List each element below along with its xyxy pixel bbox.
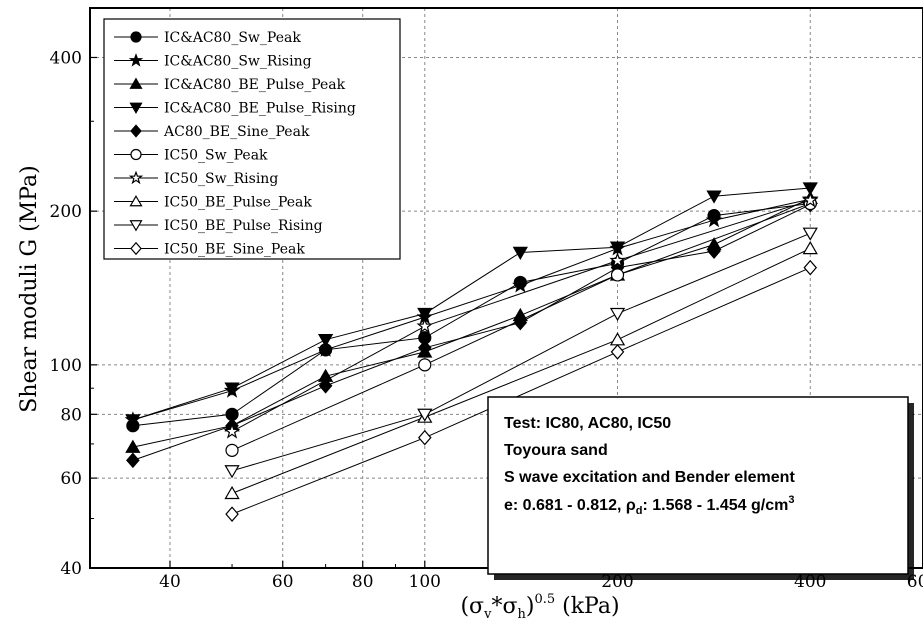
- data-point: [512, 246, 528, 260]
- legend-label: IC&AC80_Sw_Peak: [164, 30, 301, 46]
- series-line: [231, 199, 811, 433]
- legend-entry: IC50_BE_Pulse_Peak: [114, 195, 312, 211]
- x-axis-label: (σv*σh)0.5 (kPa): [460, 592, 619, 622]
- legend-marker: [130, 148, 142, 161]
- data-point: [223, 422, 241, 439]
- series-line: [231, 203, 811, 451]
- data-point: [707, 243, 721, 259]
- y-tick-label: 40: [60, 559, 82, 579]
- data-point: [609, 241, 626, 255]
- legend-label: IC&AC80_Sw_Rising: [164, 54, 312, 70]
- data-point: [802, 241, 818, 255]
- series-line: [132, 198, 811, 421]
- y-tick-label: 400: [50, 48, 82, 68]
- legend-label: IC&AC80_BE_Pulse_Rising: [164, 101, 356, 117]
- series-line: [231, 248, 811, 494]
- series-line: [132, 204, 811, 461]
- series-line: [132, 197, 811, 448]
- data-point: [610, 268, 625, 282]
- data-point: [418, 358, 432, 372]
- legend-label: IC50_BE_Pulse_Rising: [164, 218, 323, 234]
- legend-entry: IC50_BE_Sine_Peak: [114, 242, 305, 258]
- x-tick-label: 40: [159, 572, 181, 592]
- y-tick-label: 200: [50, 202, 82, 222]
- legend-entry: IC50_Sw_Rising: [114, 170, 278, 187]
- legend-marker: [129, 195, 143, 207]
- legend-label: IC&AC80_BE_Pulse_Peak: [164, 77, 346, 93]
- axis-ticks: 406080100200400600406080100200400: [50, 48, 923, 592]
- series-IC50_Sw_Rising: [223, 191, 819, 439]
- data-point: [125, 414, 141, 428]
- data-point: [609, 332, 626, 346]
- annotation-box: Test: IC80, AC80, IC50 Toyoura sand S wa…: [487, 396, 914, 580]
- legend-marker: [128, 170, 144, 185]
- data-point: [317, 341, 334, 357]
- series-line: [132, 187, 811, 421]
- data-point: [610, 344, 625, 360]
- x-tick-label: 80: [352, 572, 374, 592]
- legend-label: IC50_BE_Sine_Peak: [164, 242, 305, 258]
- data-point: [706, 190, 722, 204]
- series-IC50_BE_Sine_Peak: [225, 259, 818, 522]
- data-point: [802, 227, 818, 241]
- y-tick-label: 60: [60, 469, 82, 489]
- data-point: [416, 317, 433, 334]
- annotation-line-1: Test: IC80, AC80, IC50: [504, 415, 671, 432]
- data-point: [609, 307, 626, 322]
- data-point: [225, 506, 239, 522]
- legend-entry: AC80_BE_Sine_Peak: [114, 124, 310, 140]
- legend-marker: [130, 31, 142, 43]
- data-point: [801, 191, 819, 208]
- legend-marker: [128, 53, 144, 67]
- legend-entry: IC50_BE_Pulse_Rising: [114, 218, 323, 234]
- data-point: [126, 452, 140, 469]
- series-IC50_BE_Pulse_Peak: [224, 241, 818, 500]
- series-line: [231, 232, 811, 472]
- data-point: [609, 251, 626, 268]
- legend-marker: [129, 102, 143, 114]
- data-point: [224, 465, 240, 479]
- legend-label: IC50_BE_Pulse_Peak: [164, 195, 312, 211]
- data-point: [417, 307, 433, 322]
- data-point: [224, 382, 240, 396]
- y-tick-label: 80: [60, 405, 82, 425]
- data-point: [225, 443, 239, 457]
- series-IC&AC80_BE_Pulse_Rising: [125, 182, 818, 428]
- x-tick-label: 100: [409, 572, 441, 592]
- legend: IC&AC80_Sw_Peak IC&AC80_Sw_Rising IC&AC80_…: [103, 18, 401, 260]
- data-point: [417, 339, 432, 356]
- legend-box: [103, 18, 401, 260]
- legend-label: AC80_BE_Sine_Peak: [163, 124, 310, 140]
- series-layer: [124, 182, 819, 522]
- legend-entry: IC&AC80_BE_Pulse_Peak: [114, 77, 346, 93]
- series-IC50_BE_Pulse_Rising: [224, 227, 818, 479]
- y-axis-label: Shear moduli G (MPa): [17, 165, 42, 413]
- data-point: [512, 276, 529, 293]
- data-point: [224, 485, 240, 500]
- data-point: [803, 259, 818, 276]
- annotation-line-2: Toyoura sand: [504, 442, 608, 459]
- annotation-line-4: e: 0.681 - 0.812, ρd: 1.568 - 1.454 g/cm…: [504, 494, 794, 517]
- legend-marker: [130, 124, 142, 138]
- legend-marker: [130, 241, 142, 256]
- legend-label: IC50_Sw_Rising: [164, 171, 278, 187]
- legend-marker: [129, 77, 143, 89]
- x-tick-label: 60: [272, 572, 294, 592]
- data-point: [802, 182, 818, 196]
- legend-label: IC50_Sw_Peak: [164, 148, 268, 164]
- data-point: [417, 429, 432, 446]
- series-line: [231, 267, 811, 515]
- data-point: [125, 439, 141, 453]
- data-point: [705, 211, 723, 228]
- data-point: [417, 408, 433, 422]
- legend-entry: IC&AC80_Sw_Peak: [114, 30, 301, 46]
- y-tick-label: 100: [50, 356, 82, 376]
- annotation-line-3: S wave excitation and Bender element: [504, 469, 795, 486]
- legend-entry: IC50_Sw_Peak: [114, 148, 268, 164]
- legend-entry: IC&AC80_BE_Pulse_Rising: [114, 101, 356, 117]
- data-point: [317, 334, 334, 348]
- legend-entry: IC&AC80_Sw_Rising: [114, 53, 312, 70]
- legend-marker: [129, 220, 143, 232]
